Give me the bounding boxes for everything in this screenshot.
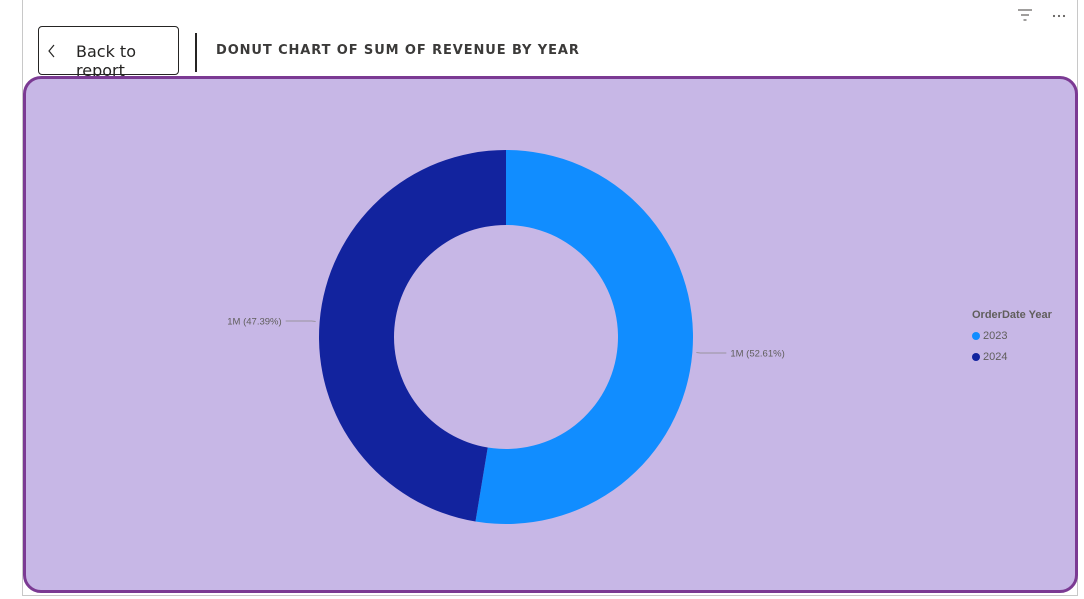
chevron-left-icon bbox=[48, 44, 55, 58]
legend-marker-2023 bbox=[972, 331, 980, 340]
donut-chart: 1M (52.61%) 1M (47.39%) bbox=[227, 150, 785, 525]
data-label-2023: 1M (52.61%) bbox=[730, 348, 784, 359]
more-options-icon[interactable] bbox=[1050, 6, 1068, 24]
filter-icon[interactable] bbox=[1016, 6, 1034, 24]
legend-label-2023: 2023 bbox=[983, 329, 1008, 342]
back-to-report-button[interactable]: Back to report bbox=[38, 26, 179, 80]
legend-label-2024: 2024 bbox=[983, 350, 1008, 363]
legend: OrderDate Year 2023 2024 bbox=[972, 309, 1052, 367]
donut-slice-2023[interactable] bbox=[475, 150, 694, 525]
legend-title: OrderDate Year bbox=[972, 309, 1052, 321]
back-button-label: Back to report bbox=[76, 42, 136, 80]
data-label-2024: 1M (47.39%) bbox=[227, 317, 281, 328]
chart-area: 1M (52.61%) 1M (47.39%) OrderDate Year 20… bbox=[23, 76, 1078, 593]
header-divider bbox=[195, 33, 197, 72]
visual-title: DONUT CHART OF SUM OF REVENUE BY YEAR bbox=[216, 43, 580, 58]
visual-toolbar bbox=[1016, 6, 1068, 24]
legend-item-2023[interactable]: 2023 bbox=[972, 325, 1052, 346]
legend-marker-2024 bbox=[972, 352, 980, 361]
legend-item-2024[interactable]: 2024 bbox=[972, 346, 1052, 367]
donut-slice-2024[interactable] bbox=[319, 150, 506, 522]
